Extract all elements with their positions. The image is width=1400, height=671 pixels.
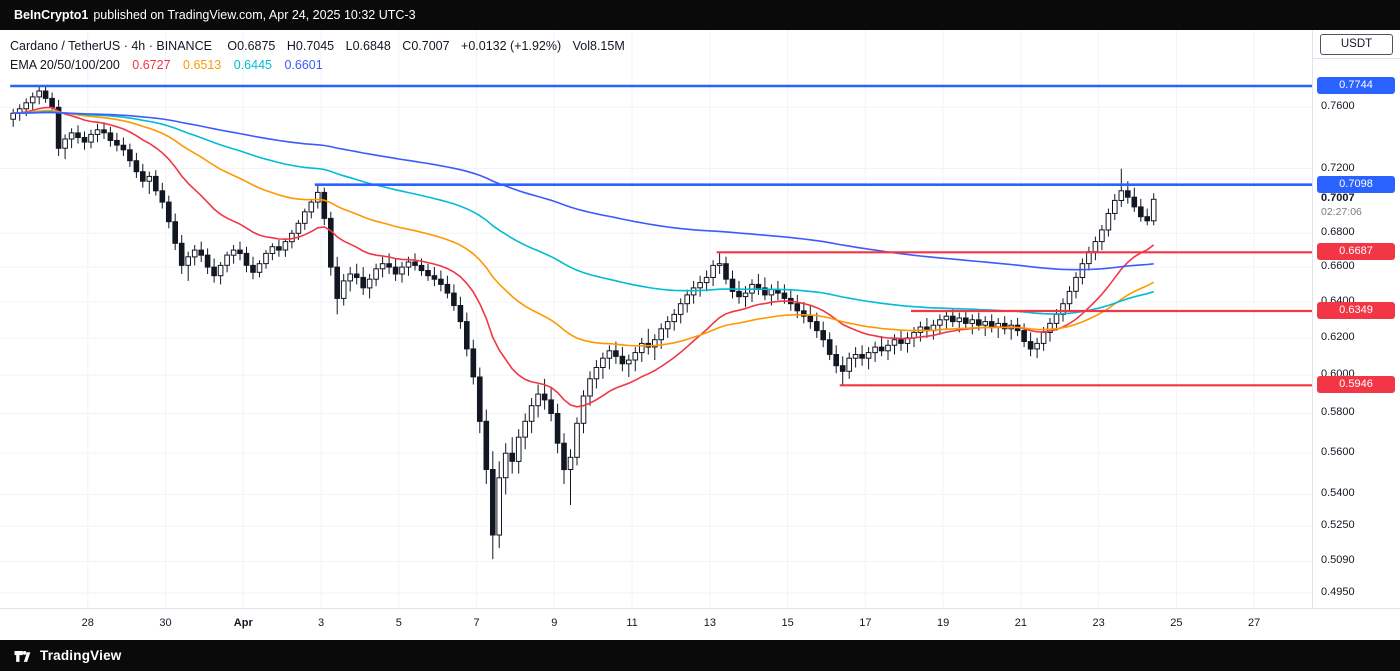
grid-layer bbox=[0, 30, 1312, 608]
ema-indicator-row: EMA 20/50/100/200 0.6727 0.6513 0.6445 0… bbox=[10, 56, 633, 75]
current-price-label: 0.7007 bbox=[1321, 192, 1355, 205]
open-value: O0.6875 bbox=[227, 39, 276, 53]
footer-bar: TradingView bbox=[0, 640, 1400, 671]
time-scale[interactable]: 28 30 Apr 3 5 7 9 11 13 15 17 19 21 23 25 27 bbox=[0, 608, 1400, 641]
price-level-badge: 0.6349 bbox=[1317, 302, 1395, 319]
ema-200-value: 0.6601 bbox=[284, 58, 323, 72]
time-tick-label: 17 bbox=[859, 617, 872, 629]
ema-200-line bbox=[13, 111, 1154, 271]
attribution-text: published on TradingView.com, Apr 24, 20… bbox=[93, 8, 416, 22]
price-tick-label: 0.5090 bbox=[1321, 554, 1355, 567]
time-tick-label: Apr bbox=[233, 617, 253, 629]
time-tick-label: 9 bbox=[551, 617, 558, 629]
time-tick-label: 7 bbox=[473, 617, 480, 629]
price-tick-label: 0.7600 bbox=[1321, 100, 1355, 113]
tradingview-brand[interactable]: TradingView bbox=[40, 648, 122, 663]
high-value: H0.7045 bbox=[286, 39, 335, 53]
time-tick-label: 3 bbox=[317, 617, 325, 629]
price-tick-label: 0.7200 bbox=[1321, 161, 1355, 174]
time-tick-label: 27 bbox=[1248, 617, 1261, 629]
close-value: C0.7007 bbox=[402, 39, 450, 53]
time-tick-label: 5 bbox=[395, 617, 402, 629]
low-value: L0.6848 bbox=[345, 39, 391, 53]
attribution-bar: BeInCrypto1 published on TradingView.com… bbox=[0, 0, 1400, 30]
price-tick-label: 0.5800 bbox=[1321, 406, 1355, 419]
time-tick-label: 11 bbox=[626, 617, 638, 629]
time-tick-label: 15 bbox=[781, 617, 794, 629]
price-tick-label: 0.5600 bbox=[1321, 446, 1355, 459]
attribution-username: BeInCrypto1 bbox=[14, 8, 89, 22]
bar-close-countdown: 02:27:06 bbox=[1321, 206, 1362, 219]
chart-area: Cardano / TetherUS · 4h · BINANCE O0.687… bbox=[0, 30, 1400, 641]
time-tick-label: 28 bbox=[81, 617, 94, 629]
price-tick-label: 0.6800 bbox=[1321, 226, 1355, 239]
ema-20-value: 0.6727 bbox=[132, 58, 171, 72]
ema-indicator-label[interactable]: EMA 20/50/100/200 bbox=[10, 58, 120, 72]
price-scale[interactable]: USDT 0.7600 0.7200 0.6800 0.6600 0.6400 0.620… bbox=[1312, 30, 1400, 608]
ema-100-value: 0.6445 bbox=[233, 58, 272, 72]
ema-50-line bbox=[13, 109, 1155, 347]
price-tick-label: 0.6200 bbox=[1321, 330, 1355, 343]
price-tick-label: 0.6600 bbox=[1321, 260, 1355, 273]
time-tick-label: 23 bbox=[1092, 617, 1105, 629]
price-scale-header: USDT bbox=[1313, 30, 1400, 59]
candlestick-chart[interactable] bbox=[0, 30, 1312, 608]
price-level-badge: 0.7744 bbox=[1317, 77, 1395, 94]
time-tick-label: 13 bbox=[703, 617, 716, 629]
price-tick-label: 0.5400 bbox=[1321, 487, 1355, 500]
price-level-badge: 0.5946 bbox=[1317, 376, 1395, 394]
symbol-row: Cardano / TetherUS · 4h · BINANCE O0.687… bbox=[10, 37, 633, 56]
price-tick-label: 0.4950 bbox=[1321, 586, 1355, 598]
time-tick-label: 19 bbox=[936, 617, 950, 629]
ema-20-line bbox=[13, 106, 1155, 408]
candles-layer bbox=[10, 86, 1157, 560]
ema-100-line bbox=[13, 110, 1154, 315]
price-level-badge: 0.7098 bbox=[1317, 175, 1395, 193]
price-tick-label: 0.5250 bbox=[1321, 519, 1355, 532]
ema-50-value: 0.6513 bbox=[183, 58, 222, 72]
change-value: +0.0132 (+1.92%) bbox=[461, 39, 562, 53]
symbol-title[interactable]: Cardano / TetherUS · 4h · BINANCE bbox=[10, 39, 212, 53]
tradingview-logo-icon[interactable] bbox=[12, 646, 32, 666]
time-tick-label: 30 bbox=[159, 617, 172, 629]
time-tick-label: 21 bbox=[1014, 617, 1027, 629]
currency-button[interactable]: USDT bbox=[1320, 34, 1393, 55]
price-level-badge: 0.6687 bbox=[1317, 243, 1395, 261]
chart-legend: Cardano / TetherUS · 4h · BINANCE O0.687… bbox=[10, 37, 633, 75]
time-tick-label: 25 bbox=[1170, 617, 1183, 629]
volume-value: Vol8.15M bbox=[572, 39, 625, 53]
